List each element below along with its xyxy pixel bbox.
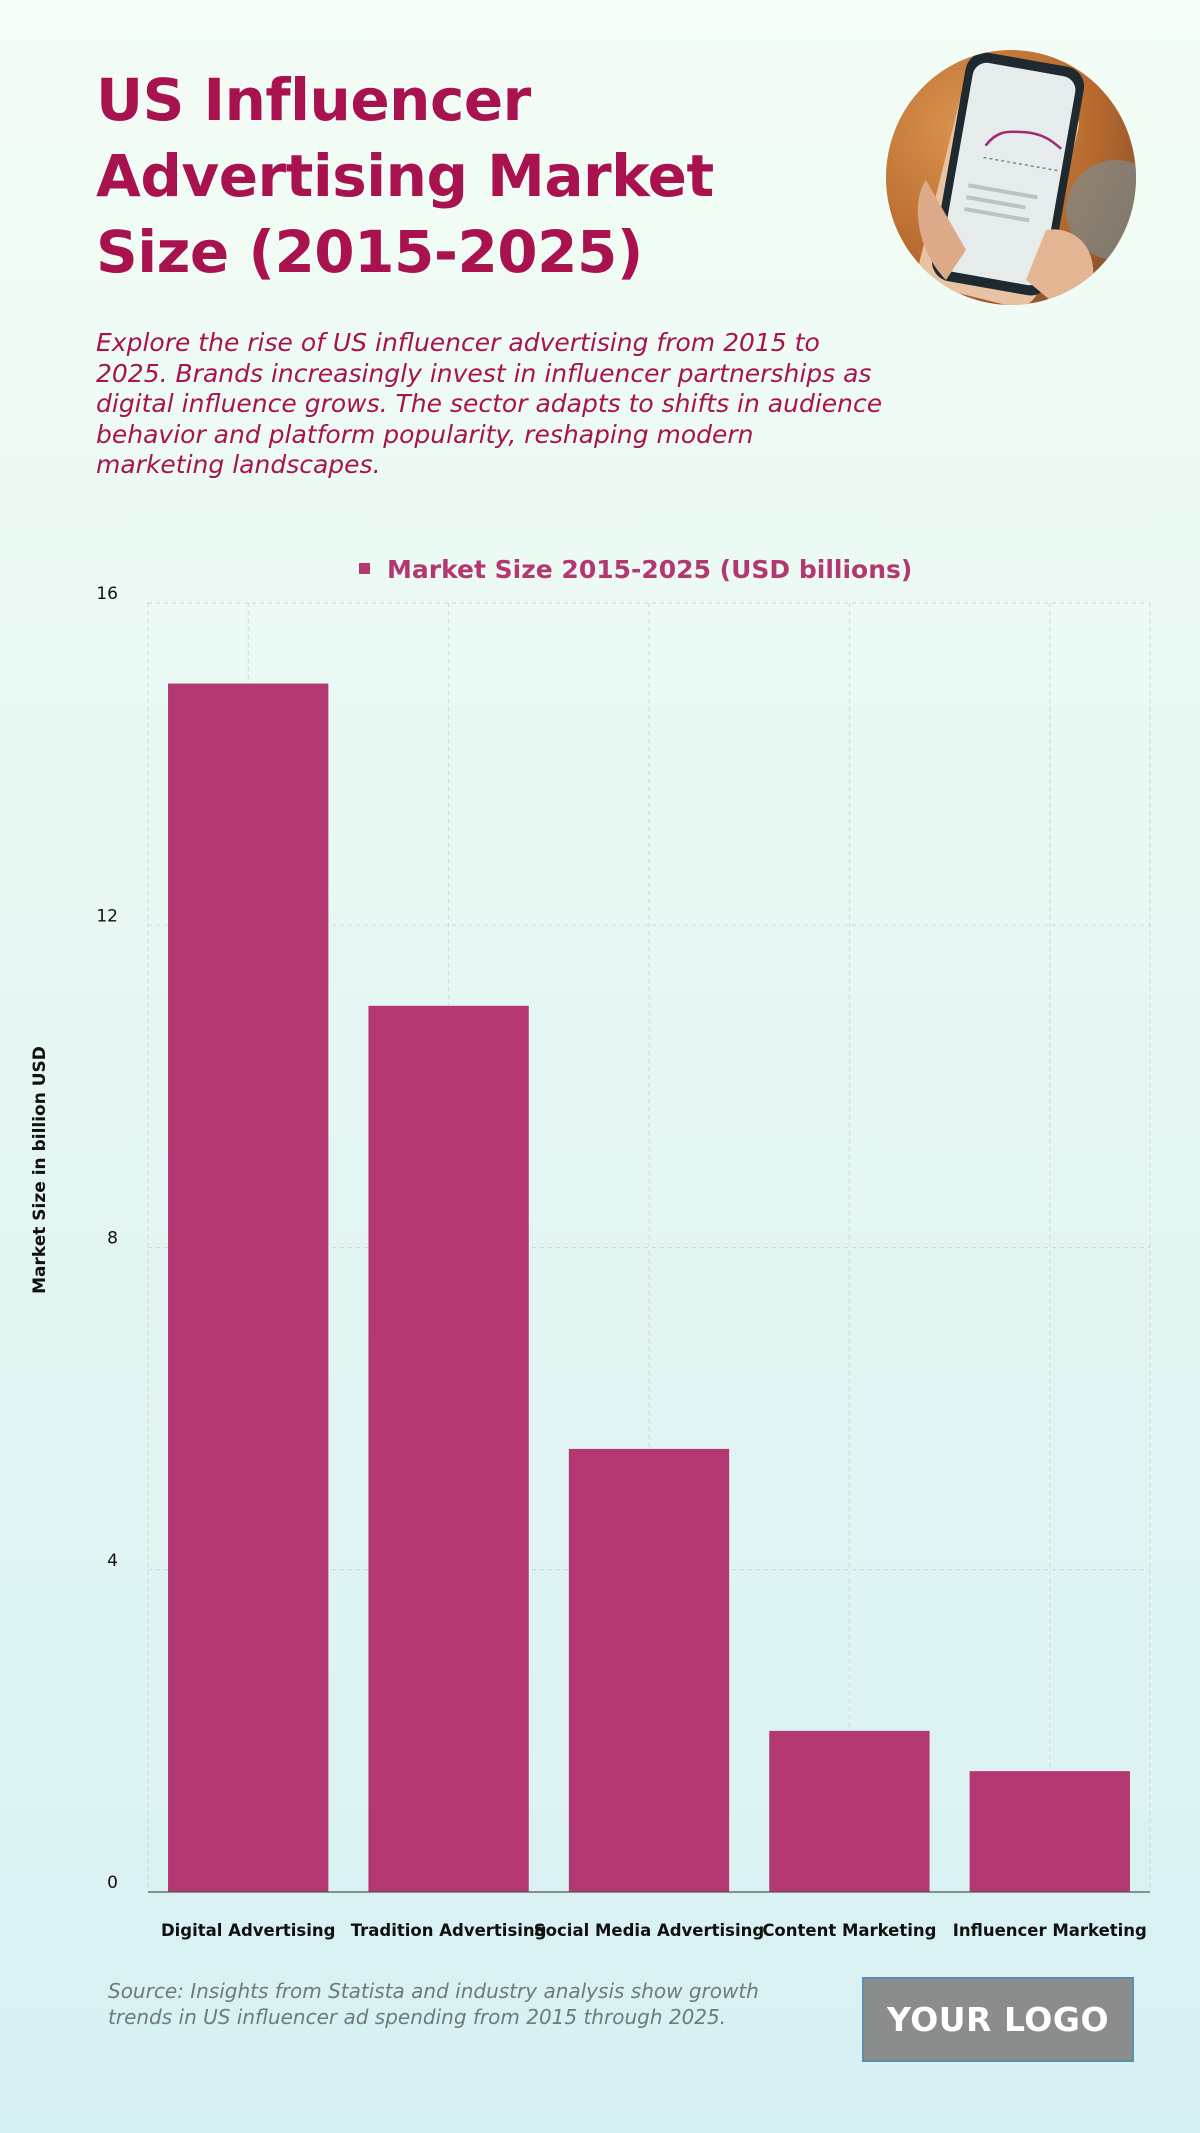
phone-analytics-photo [886,50,1136,305]
legend-swatch [359,563,370,574]
x-tick-label: Influencer Marketing [953,1921,1147,1940]
y-tick-label: 12 [96,906,118,926]
bar [568,1448,730,1892]
x-tick-label: Tradition Advertising [351,1921,547,1940]
x-tick-label: Social Media Advertising [534,1921,764,1940]
bar [769,1730,930,1892]
y-axis-label: Market Size in billion USD [30,1046,50,1294]
legend-label: Market Size 2015-2025 (USD billions) [387,555,912,584]
x-tick-label: Content Marketing [762,1921,936,1940]
y-axis-ticks: 0 4 8 12 16 [96,584,118,1893]
x-tick-label: Digital Advertising [161,1921,335,1940]
page-title: US Influencer Advertising Market Size (2… [96,66,714,286]
chart-legend: Market Size 2015-2025 (USD billions) [359,555,912,584]
y-tick-label: 16 [96,584,118,604]
y-tick-label: 4 [107,1551,118,1571]
y-tick-label: 0 [107,1873,118,1893]
logo-placeholder: YOUR LOGO [862,1977,1134,2062]
y-tick-label: 8 [107,1229,118,1249]
bar-chart: 0 4 8 12 16 Digital Advertising Tradition Adv… [30,555,1151,1940]
bar [368,1005,529,1892]
x-axis-ticks: Digital Advertising Tradition Advertising… [161,1921,1147,1940]
chart-bars [168,683,1130,1892]
page-subtitle: Explore the rise of US influencer advert… [96,328,883,479]
bar [168,683,329,1892]
bar [969,1771,1130,1892]
source-note: Source: Insights from Statista and indus… [108,1979,759,2029]
